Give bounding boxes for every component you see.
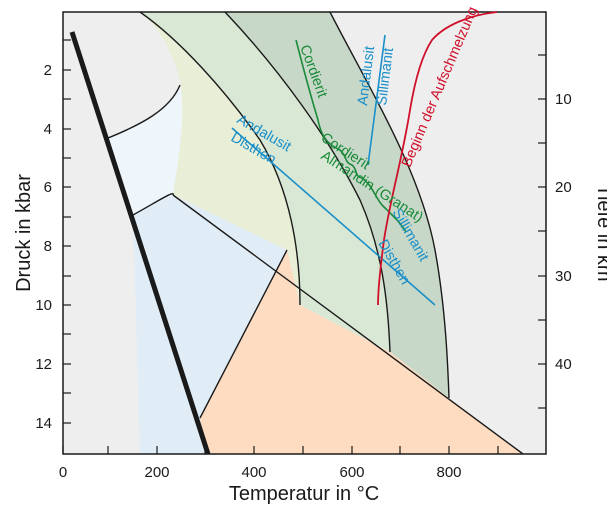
blue-reaction-lines (231, 34, 436, 306)
y-left-tick-label: 6 (44, 179, 52, 196)
boundary-darkgreen (329, 12, 450, 399)
boundary-peach-left (199, 249, 288, 419)
boundary-lightblue-top (107, 84, 181, 139)
y-left-tick-label: 8 (44, 238, 52, 255)
y-left-axis-title: Druck in kbar (13, 174, 35, 292)
plot-frame (62, 11, 547, 455)
region-peach (200, 250, 523, 454)
melting-curve-line (377, 11, 498, 306)
x-tick-labels: 0 200 400 600 800 (59, 464, 462, 481)
boundary-lightblue-bottom (132, 193, 174, 216)
boundary-yellowgreen (139, 12, 301, 306)
y-left-tick-label: 2 (44, 62, 52, 79)
y-left-ticks (63, 39, 71, 424)
x-axis-title: Temperatur in °C (229, 483, 379, 505)
y-left-tick-label: 10 (35, 297, 52, 314)
y-left-tick-label: 12 (35, 356, 52, 373)
y-right-tick-labels: 10 20 30 40 (555, 91, 572, 373)
y-right-axis-title: Tiefe in km (593, 184, 607, 281)
andalusit-disthen-sillimanit-line (231, 127, 436, 306)
y-right-tick-label: 10 (555, 91, 572, 108)
diagram-regions (63, 12, 546, 454)
region-lightgreen (140, 12, 390, 352)
y-right-tick-label: 30 (555, 268, 572, 285)
x-ticks (62, 446, 499, 454)
y-left-tick-label: 14 (35, 415, 52, 432)
field-boundaries (107, 12, 524, 454)
y-right-tick-label: 20 (555, 179, 572, 196)
y-right-tick-label: 40 (555, 356, 572, 373)
y-left-tick-labels: 2 4 6 8 10 12 14 (35, 62, 52, 432)
label-sillimanit-top: Sillimanit (374, 47, 397, 107)
y-right-ticks (538, 54, 546, 409)
region-lightblue (108, 85, 183, 215)
andalusit-sillimanit-line (367, 34, 386, 166)
x-tick-label: 600 (339, 464, 364, 481)
x-tick-label: 200 (144, 464, 169, 481)
boundary-peach-diagonal (172, 194, 524, 454)
x-tick-label: 800 (436, 464, 461, 481)
x-tick-label: 400 (241, 464, 266, 481)
y-left-tick-label: 4 (44, 121, 52, 138)
region-darkgreen (225, 12, 449, 398)
green-reaction-line (295, 39, 407, 233)
region-paleblue (133, 195, 287, 454)
label-andalusit-top: Andalusit (355, 45, 378, 106)
boundary-lightgreen (224, 12, 391, 353)
x-tick-label: 0 (59, 464, 67, 481)
geotherm-line (69, 31, 211, 455)
region-yellowgreen (140, 12, 300, 305)
